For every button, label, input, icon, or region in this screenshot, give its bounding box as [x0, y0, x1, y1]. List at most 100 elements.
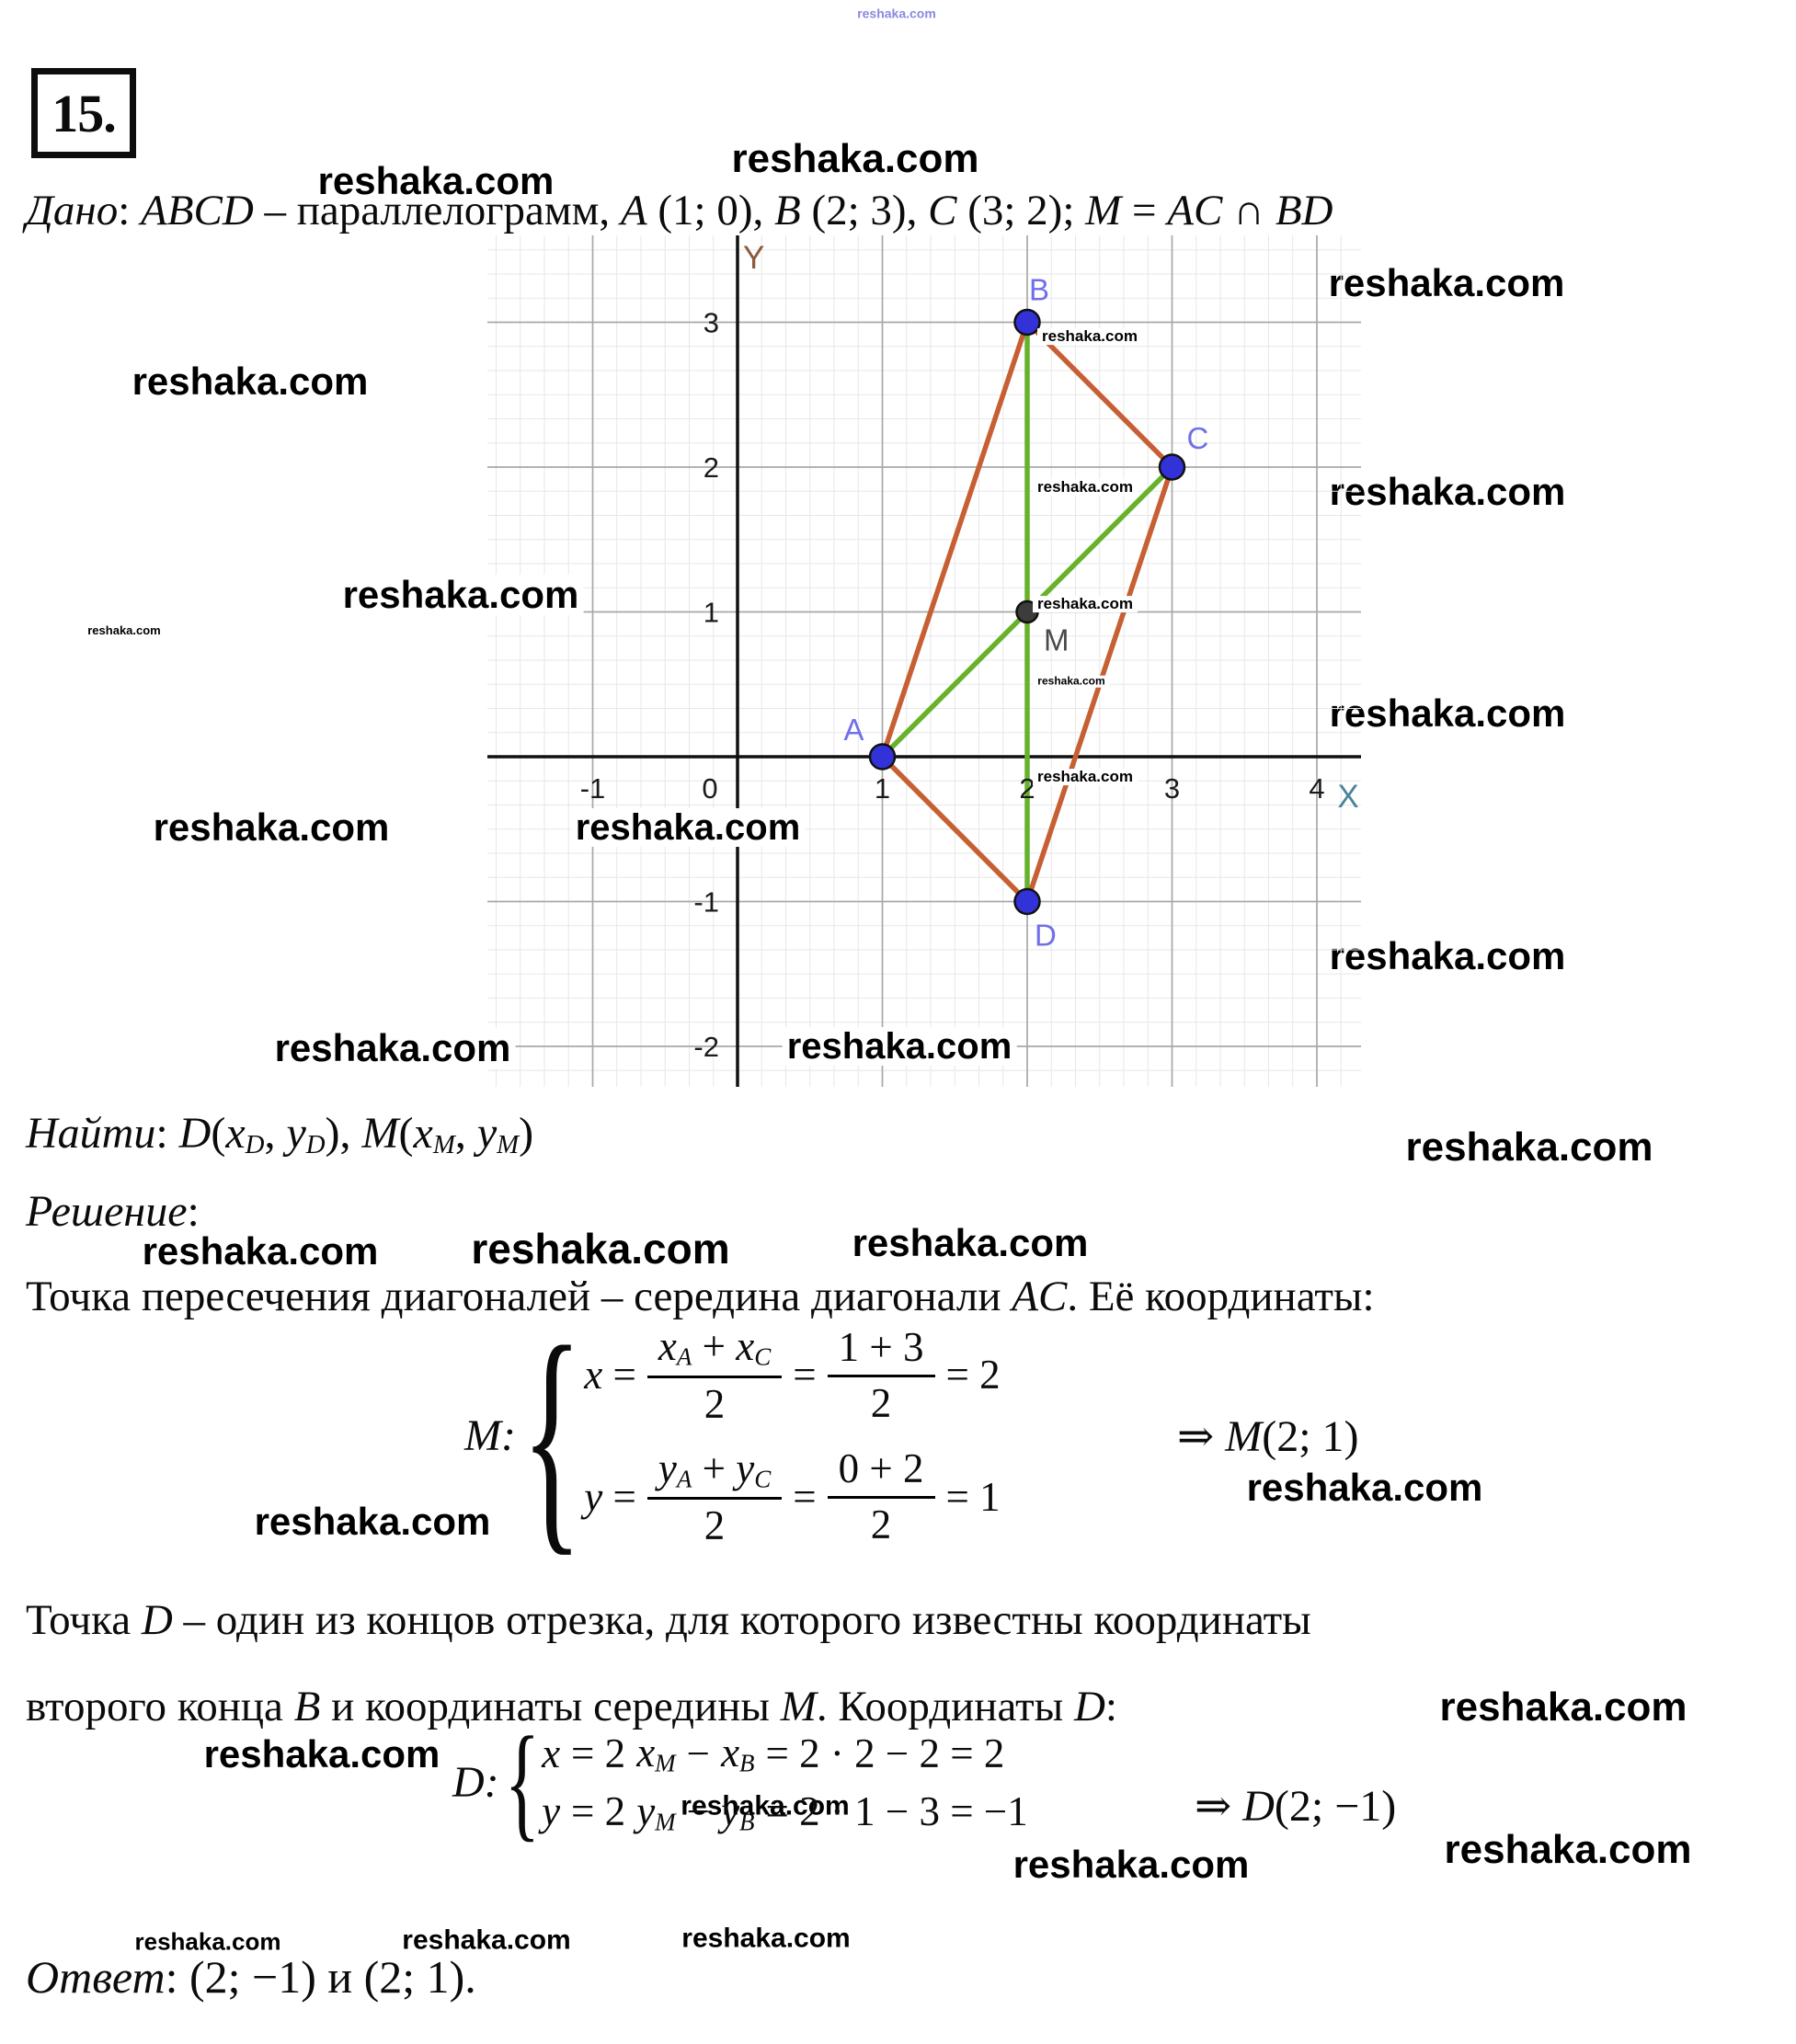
- text-segment: xM: [636, 1730, 676, 1777]
- text-segment: M: [1085, 187, 1122, 234]
- x-tick-label-3: 3: [1164, 772, 1180, 805]
- d-implication: ⇒ D(2; −1): [1195, 1782, 1396, 1832]
- text-segment: yA: [658, 1445, 692, 1493]
- watermark: reshaka.com: [466, 1227, 735, 1271]
- text-segment: xA: [658, 1323, 692, 1371]
- m-system-label: M:: [464, 1410, 516, 1461]
- text-segment: M: [361, 1109, 399, 1158]
- watermark: reshaka.com: [1033, 769, 1138, 785]
- text-segment: y: [542, 1788, 561, 1835]
- text-segment: ): [519, 1109, 534, 1158]
- d-system-brace: {: [504, 1711, 541, 1854]
- text-segment: ⇒: [1195, 1782, 1243, 1831]
- text-segment: ABCD: [141, 187, 254, 234]
- text-segment: xB: [721, 1730, 755, 1777]
- watermark: reshaka.com: [570, 808, 806, 847]
- watermark: reshaka.com: [313, 160, 559, 202]
- text-segment: (3; 2);: [956, 187, 1086, 234]
- text-segment: ⇒: [1177, 1412, 1226, 1461]
- text-segment: yB: [721, 1787, 755, 1836]
- text-segment: – параллелограмм,: [253, 187, 621, 234]
- watermark: reshaka.com: [676, 1791, 854, 1821]
- given-line: Дано: ABCD – параллелограмм, A (1; 0), B…: [26, 187, 1333, 235]
- text-segment: Решение: [26, 1187, 188, 1236]
- m-system-brace: {: [520, 1294, 583, 1576]
- text-segment: M: [464, 1411, 501, 1461]
- watermark: reshaka.com: [337, 574, 584, 616]
- y-tick-label-1: 1: [704, 597, 719, 629]
- text-segment: D: [178, 1109, 212, 1158]
- text-segment: :: [1104, 1683, 1117, 1730]
- m-y-lhs: y =: [584, 1473, 636, 1521]
- y-axis-label: Y: [743, 240, 764, 276]
- text-segment: Дано: [26, 187, 119, 234]
- text-segment: ,: [454, 1109, 477, 1158]
- m-y-result: = 1: [945, 1473, 1001, 1520]
- side-segment-AB: [879, 319, 1030, 759]
- point-label-C: C: [1187, 421, 1209, 455]
- text-segment: Ответ: [26, 1951, 166, 2003]
- y-tick-label--2: -2: [693, 1031, 719, 1063]
- m-implication: ⇒ M(2; 1): [1177, 1412, 1359, 1462]
- y-tick-label-2: 2: [704, 451, 719, 484]
- watermark: reshaka.com: [1324, 471, 1571, 513]
- text-segment: Найти: [26, 1109, 156, 1158]
- text-segment: (2; 3),: [800, 187, 929, 234]
- text-segment: (: [398, 1109, 414, 1158]
- point-label-B: B: [1029, 273, 1049, 307]
- text-segment: =: [602, 1473, 636, 1520]
- watermark: reshaka.com: [1401, 1125, 1658, 1170]
- x-tick-label-4: 4: [1309, 772, 1324, 805]
- watermark: reshaka.com: [83, 624, 166, 637]
- watermark: reshaka.com: [127, 360, 373, 403]
- text-segment: (2; 1): [1262, 1412, 1359, 1461]
- text-segment: yD: [286, 1109, 326, 1159]
- watermark: reshaka.com: [1435, 1685, 1692, 1730]
- y-tick-label-3: 3: [704, 307, 719, 339]
- solution-label: Решение:: [26, 1187, 200, 1237]
- text-segment: = 2 · 2 − 2 = 2: [765, 1730, 1005, 1776]
- paragraph-midpoint: Точка пересечения диагоналей – середина …: [26, 1273, 1375, 1321]
- text-segment: . Координаты: [816, 1683, 1074, 1730]
- x-tick-label--1: -1: [580, 772, 606, 805]
- m-equation-y: y = yA + yC 2 = 0 + 2 2 = 1: [584, 1445, 1000, 1550]
- text-segment: +: [692, 1445, 737, 1491]
- text-segment: Точка пересечения диагоналей – середина …: [26, 1273, 1012, 1320]
- coordinate-plane: A B C D M -1 0 1 2 3 4 3 2 1 -1 -2 X Y: [487, 235, 1361, 1087]
- text-segment: :: [187, 1187, 200, 1236]
- d-system-label: D:: [452, 1757, 499, 1808]
- point-C: [1158, 453, 1186, 481]
- watermark: reshaka.com: [249, 1501, 496, 1543]
- m-x-lhs: x =: [584, 1351, 636, 1399]
- m-system: M: { x = xA + xC 2 = 1 + 3 2 = 2 y = yA …: [464, 1308, 1001, 1562]
- watermark: reshaka.com: [1037, 328, 1142, 345]
- x-tick-label-2: 2: [1019, 772, 1035, 805]
- text-segment: ),: [325, 1109, 362, 1158]
- answer-line: Ответ: (2; −1) и (2; 1).: [26, 1951, 476, 2003]
- text-segment: yM: [476, 1109, 520, 1159]
- text-segment: = 2: [571, 1730, 626, 1776]
- text-segment: =: [1121, 187, 1168, 234]
- m-x-result: = 2: [945, 1352, 1001, 1399]
- m-x-fraction-numeric: 1 + 3 2: [827, 1323, 935, 1427]
- text-segment: M: [780, 1683, 817, 1730]
- x-axis-label: X: [1337, 779, 1358, 815]
- watermark: reshaka.com: [1008, 1844, 1254, 1886]
- watermark: reshaka.com: [137, 1230, 383, 1273]
- m-y-fraction-numeric: 0 + 2 2: [827, 1445, 935, 1548]
- point-B: [1013, 308, 1041, 337]
- x-tick-label-1: 1: [875, 772, 890, 805]
- text-segment: xC: [736, 1323, 772, 1371]
- text-segment: BD: [1275, 187, 1333, 234]
- text-segment: x: [584, 1352, 603, 1399]
- text-segment: −: [686, 1730, 711, 1776]
- text-segment: A: [620, 187, 647, 234]
- watermark: reshaka.com: [847, 1222, 1093, 1264]
- text-segment: :: [118, 187, 142, 234]
- watermark: reshaka.com: [130, 1929, 286, 1955]
- equals-sign: =: [793, 1352, 817, 1399]
- text-segment: AC: [1167, 187, 1223, 234]
- watermark: reshaka.com: [397, 1925, 576, 1955]
- text-segment: M: [1225, 1412, 1263, 1461]
